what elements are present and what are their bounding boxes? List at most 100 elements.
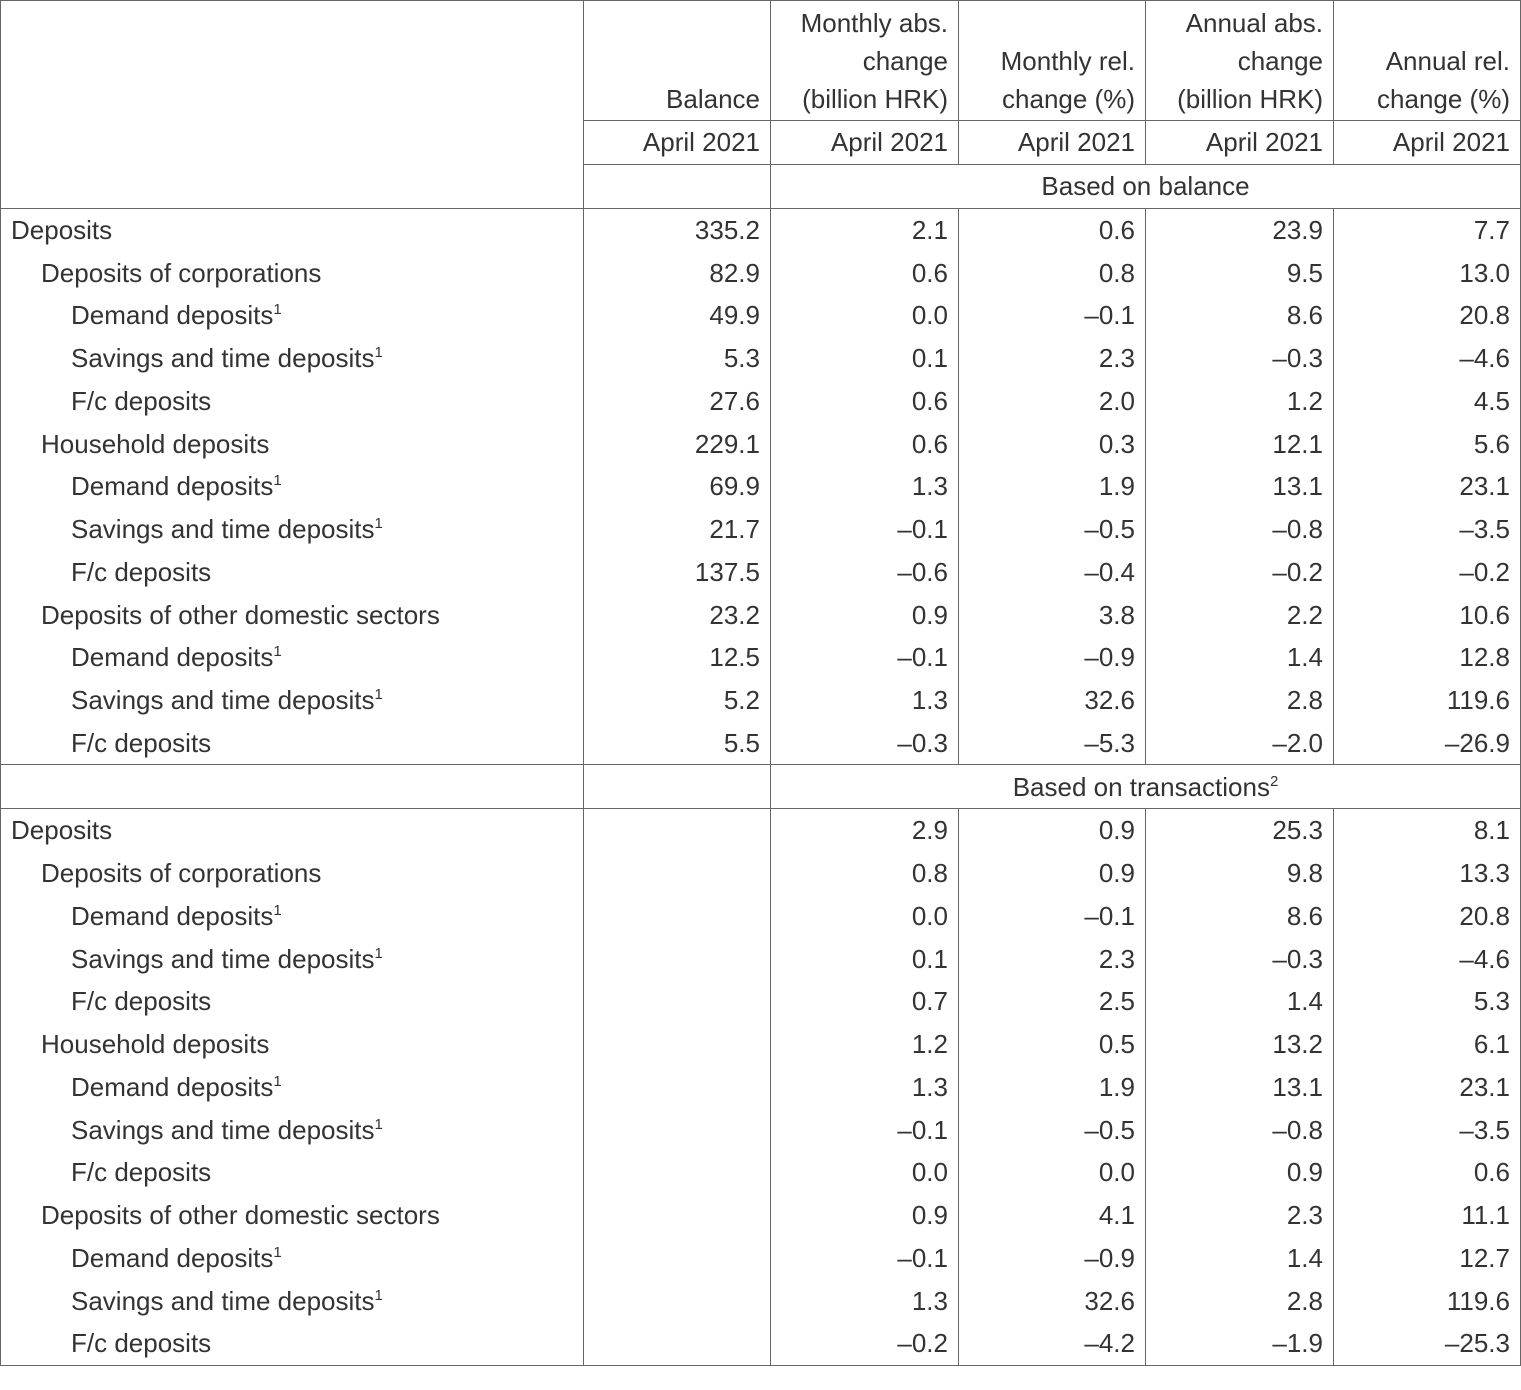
row-label-text: F/c deposits xyxy=(71,1328,212,1359)
empty-cell xyxy=(583,1322,771,1366)
value-cell: 1.4 xyxy=(1145,636,1334,679)
value-cell: –0.1 xyxy=(770,507,959,551)
value-cell: 13.0 xyxy=(1333,251,1521,294)
footnote-mark: 1 xyxy=(273,472,282,490)
value-cell: –0.3 xyxy=(1145,336,1334,380)
row-label-text: Deposits of other domestic sectors xyxy=(41,599,440,630)
row-label: Deposits of other domestic sectors xyxy=(0,593,584,636)
empty-cell xyxy=(583,1065,771,1109)
value-cell: 0.3 xyxy=(958,422,1146,465)
value-cell: –25.3 xyxy=(1333,1322,1521,1366)
table-row: Savings and time deposits1 1.3 32.6 2.8 119.… xyxy=(0,1279,1521,1322)
value-cell: 69.9 xyxy=(583,465,771,508)
value-cell: –0.6 xyxy=(770,550,959,594)
value-cell: 9.5 xyxy=(1145,251,1334,294)
value-cell: 23.2 xyxy=(583,593,771,636)
row-label: Deposits xyxy=(0,208,584,252)
column-header: Monthly rel. change (%) xyxy=(958,0,1146,121)
table-row: Household deposits 1.2 0.5 13.2 6.1 xyxy=(0,1022,1521,1066)
value-cell: –3.5 xyxy=(1333,1108,1521,1151)
value-cell: –0.2 xyxy=(1145,550,1334,594)
value-cell: 27.6 xyxy=(583,379,771,423)
table-row: Savings and time deposits1 0.1 2.3 –0.3 –4.6 xyxy=(0,937,1521,980)
value-cell: 5.6 xyxy=(1333,422,1521,465)
row-label: Demand deposits1 xyxy=(0,465,584,508)
table-row: Demand deposits1 69.9 1.3 1.9 13.1 23.1 xyxy=(0,465,1521,508)
value-cell: 119.6 xyxy=(1333,678,1521,722)
value-cell: 0.0 xyxy=(770,1151,959,1194)
value-cell: 32.6 xyxy=(958,678,1146,722)
value-cell: –4.6 xyxy=(1333,937,1521,980)
value-cell: –5.3 xyxy=(958,721,1146,766)
value-cell: 32.6 xyxy=(958,1279,1146,1322)
value-cell: 0.6 xyxy=(1333,1151,1521,1194)
table-row: F/c deposits 0.0 0.0 0.9 0.6 xyxy=(0,1151,1521,1194)
footnote-mark: 1 xyxy=(273,301,282,319)
value-cell: 10.6 xyxy=(1333,593,1521,636)
value-cell: 8.1 xyxy=(1333,808,1521,852)
value-cell: –0.8 xyxy=(1145,1108,1334,1151)
footnote-mark: 1 xyxy=(273,901,282,919)
value-cell: 13.1 xyxy=(1145,465,1334,508)
row-label-text: Demand deposits xyxy=(71,900,274,931)
empty-cell xyxy=(583,937,771,980)
table-row: F/c deposits –0.2 –4.2 –1.9 –25.3 xyxy=(0,1322,1521,1366)
value-cell: 0.6 xyxy=(958,208,1146,252)
value-cell: 4.1 xyxy=(958,1193,1146,1237)
table-row: Deposits 2.9 0.9 25.3 8.1 xyxy=(0,808,1521,852)
column-header: Monthly abs. change (billion HRK) xyxy=(770,0,959,121)
value-cell: 5.3 xyxy=(1333,980,1521,1023)
value-cell: 23.9 xyxy=(1145,208,1334,252)
row-label: Savings and time deposits1 xyxy=(0,1108,584,1151)
value-cell: 13.2 xyxy=(1145,1022,1334,1066)
row-label-text: Savings and time deposits xyxy=(71,1285,375,1316)
value-cell: 2.3 xyxy=(1145,1193,1334,1237)
value-cell: 12.1 xyxy=(1145,422,1334,465)
empty-cell xyxy=(583,1236,771,1280)
row-label: Deposits of corporations xyxy=(0,851,584,895)
table-row: Deposits of other domestic sectors 0.9 4.1… xyxy=(0,1193,1521,1237)
value-cell: 1.2 xyxy=(770,1022,959,1066)
value-cell: 0.5 xyxy=(958,1022,1146,1066)
row-label: Deposits xyxy=(0,808,584,852)
value-cell: 0.6 xyxy=(770,251,959,294)
value-cell: 2.8 xyxy=(1145,1279,1334,1322)
value-cell: 0.7 xyxy=(770,980,959,1023)
table-row: Demand deposits1 49.9 0.0 –0.1 8.6 20.8 xyxy=(0,294,1521,337)
value-cell: 82.9 xyxy=(583,251,771,294)
value-cell: 0.9 xyxy=(958,851,1146,895)
value-cell: 25.3 xyxy=(1145,808,1334,852)
value-cell: 0.1 xyxy=(770,937,959,980)
value-cell: –0.2 xyxy=(1333,550,1521,594)
value-cell: 20.8 xyxy=(1333,294,1521,337)
table-row: Demand deposits1 12.5 –0.1 –0.9 1.4 12.8 xyxy=(0,636,1521,679)
value-cell: 9.8 xyxy=(1145,851,1334,895)
period-header: April 2021 xyxy=(1333,120,1521,165)
empty-cell xyxy=(583,894,771,938)
empty-cell xyxy=(583,163,771,209)
row-label-text: F/c deposits xyxy=(71,385,212,416)
value-cell: –4.6 xyxy=(1333,336,1521,380)
value-cell: 7.7 xyxy=(1333,208,1521,252)
row-label-text: Deposits of corporations xyxy=(41,858,322,889)
footnote-mark: 1 xyxy=(374,515,383,533)
row-label: Demand deposits1 xyxy=(0,294,584,337)
value-cell: 12.7 xyxy=(1333,1236,1521,1280)
row-label: F/c deposits xyxy=(0,550,584,594)
value-cell: 12.5 xyxy=(583,636,771,679)
table-row: F/c deposits 5.5 –0.3 –5.3 –2.0 –26.9 xyxy=(0,721,1521,766)
row-label-text: Savings and time deposits xyxy=(71,1114,375,1145)
row-label-text: Demand deposits xyxy=(71,300,274,331)
value-cell: 5.5 xyxy=(583,721,771,766)
column-header: Annual abs. change (billion HRK) xyxy=(1145,0,1334,121)
empty-cell xyxy=(583,764,771,809)
footnote-mark: 1 xyxy=(374,344,383,362)
value-cell: –0.1 xyxy=(770,636,959,679)
value-cell: 3.8 xyxy=(958,593,1146,636)
table-row: Household deposits 229.1 0.6 0.3 12.1 5.6 xyxy=(0,422,1521,465)
row-label: Demand deposits1 xyxy=(0,1065,584,1109)
value-cell: 1.3 xyxy=(770,1065,959,1109)
row-label: F/c deposits xyxy=(0,1151,584,1194)
table-row: Savings and time deposits1 5.2 1.3 32.6 2.8 1… xyxy=(0,678,1521,722)
table-row: F/c deposits 27.6 0.6 2.0 1.2 4.5 xyxy=(0,379,1521,423)
